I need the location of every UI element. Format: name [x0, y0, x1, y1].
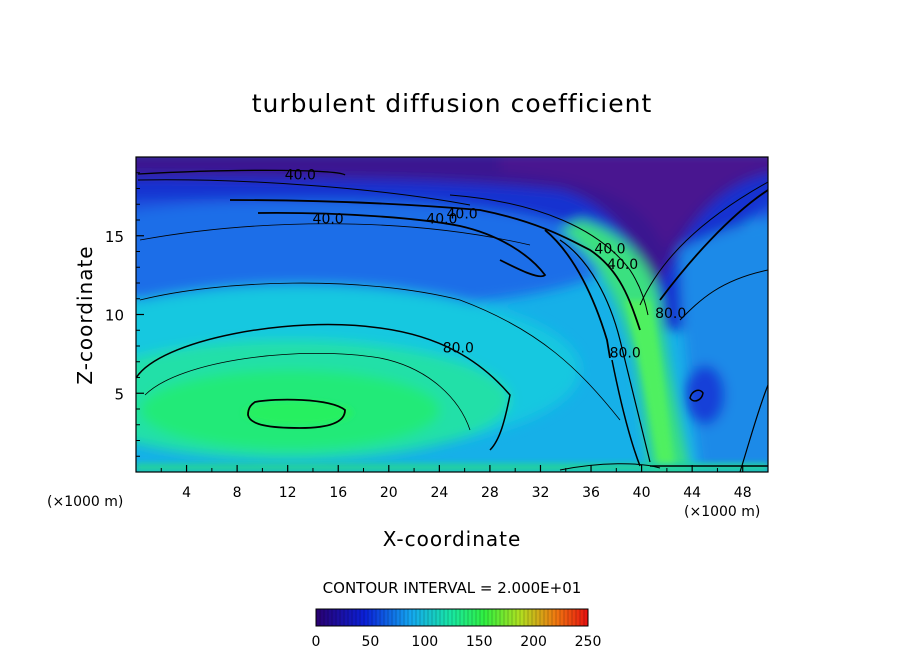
x-tick-label: 16: [329, 485, 347, 501]
contour-label: 80.0: [655, 306, 686, 322]
x-tick-label: 12: [279, 485, 297, 501]
contour-label: 40.0: [594, 241, 625, 257]
colorbar-gradient: [315, 608, 589, 627]
contour-labels: 40.040.0 40.040.040.040.080.0 80.080.0: [285, 167, 687, 361]
colorbar-stripes: [319, 609, 585, 626]
x-tick-label: 4: [182, 485, 191, 501]
contour-label: 80.0: [443, 341, 474, 357]
x-axis-ticks: 4 8 12 16 20 24 28 32 36 40 44 48: [160, 465, 752, 501]
x-tick-label: 44: [683, 485, 701, 501]
contour-label: 40.0: [426, 211, 457, 227]
y-tick-label: 5: [114, 385, 124, 403]
contour-label: 80.0: [610, 345, 641, 361]
x-tick-label: 36: [582, 485, 600, 501]
contour-lines: [136, 169, 768, 472]
contour-label: 40.0: [607, 257, 638, 273]
colorbar-tick-label: 50: [361, 634, 379, 650]
colorbar-tick-label: 100: [411, 634, 438, 650]
y-tick-label: 15: [105, 228, 124, 246]
x-axis-unit-right: (×1000 m): [684, 504, 760, 520]
colorbar-ticks: 0 50 100 150 200 250: [312, 634, 602, 650]
contour-label: 40.0: [447, 207, 478, 223]
colorbar-tick-label: 250: [575, 634, 602, 650]
x-tick-label: 48: [734, 485, 752, 501]
x-tick-label: 24: [430, 485, 448, 501]
x-tick-label: 20: [380, 485, 398, 501]
y-axis-ticks: 5 10 15: [105, 172, 144, 457]
heatmap-field: [136, 157, 768, 472]
x-axis-label: X-coordinate: [383, 527, 522, 551]
chart-title: turbulent diffusion coefficient: [252, 89, 653, 118]
x-tick-label: 8: [233, 485, 242, 501]
x-axis-unit-left: (×1000 m): [47, 494, 123, 510]
contour-interval-label: CONTOUR INTERVAL = 2.000E+01: [323, 579, 582, 597]
y-tick-label: 10: [105, 307, 124, 325]
x-tick-label: 28: [481, 485, 499, 501]
colorbar: 0 50 100 150 200 250: [312, 608, 602, 650]
x-tick-label: 32: [532, 485, 550, 501]
colorbar-tick-label: 200: [520, 634, 547, 650]
colorbar-tick-label: 0: [312, 634, 321, 650]
contour-label: 40.0: [313, 211, 344, 227]
colorbar-tick-label: 150: [466, 634, 493, 650]
contour-label: 40.0: [285, 167, 316, 183]
y-axis-label: Z-coordinate: [73, 245, 97, 384]
x-tick-label: 40: [633, 485, 651, 501]
